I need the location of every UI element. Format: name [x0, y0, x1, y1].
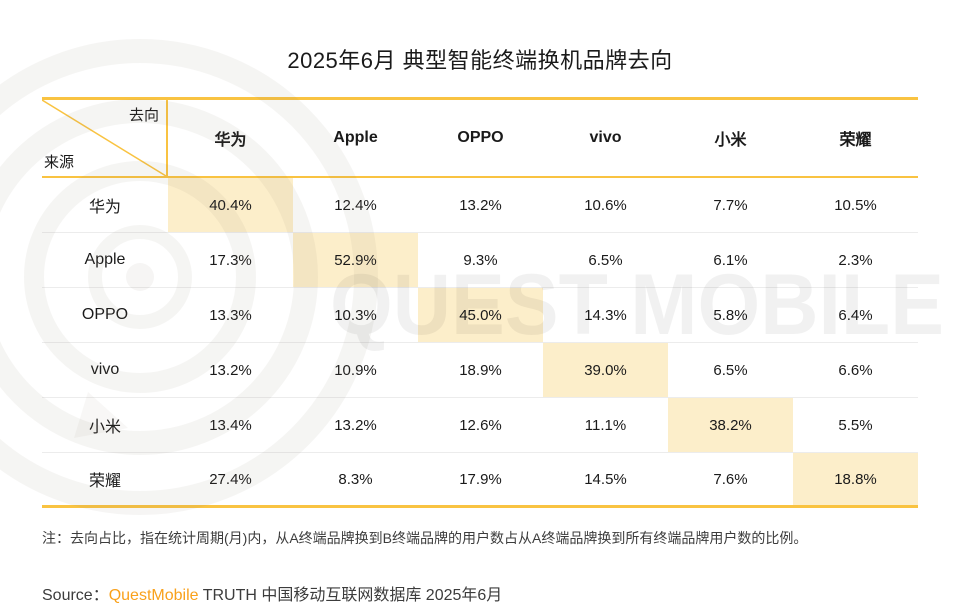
row-label-xiaomi: 小米 — [88, 419, 121, 436]
cell: 5.8% — [713, 306, 748, 324]
cell: 38.2% — [668, 398, 793, 452]
row-label-huawei: 华为 — [88, 199, 121, 216]
source-suffix: TRUTH 中国移动互联网数据库 2025年6月 — [198, 587, 503, 604]
table-row: 荣耀 27.4% 8.3% 17.9% 14.5% 7.6% 18.8% — [42, 453, 918, 508]
brand-switch-table: 去向 来源 华为 Apple OPPO vivo 小米 荣耀 华为 40.4% … — [42, 97, 918, 508]
corner-axis-cell: 去向 来源 — [42, 100, 168, 176]
cell: 2.3% — [838, 251, 873, 269]
col-axis-label: 去向 — [128, 107, 159, 124]
cell: 40.4% — [168, 178, 293, 232]
row-label-honor: 荣耀 — [88, 473, 121, 490]
cell: 6.1% — [713, 251, 748, 269]
cell: 6.6% — [838, 361, 873, 379]
table-row: OPPO 13.3% 10.3% 45.0% 14.3% 5.8% 6.4% — [42, 288, 918, 343]
cell: 13.2% — [209, 361, 252, 379]
cell: 13.4% — [209, 416, 252, 434]
cell: 10.6% — [584, 196, 627, 214]
cell: 6.5% — [588, 251, 623, 269]
cell: 39.0% — [543, 343, 668, 397]
cell: 13.3% — [209, 306, 252, 324]
cell: 10.5% — [834, 196, 877, 214]
table-row: Apple 17.3% 52.9% 9.3% 6.5% 6.1% 2.3% — [42, 233, 918, 288]
cell: 14.5% — [584, 470, 627, 488]
footnote: 注：去向占比，指在统计周期(月)内，从A终端品牌换到B终端品牌的用户数占从A终端… — [42, 530, 808, 546]
col-header-apple: Apple — [333, 129, 378, 146]
cell: 12.4% — [334, 196, 377, 214]
cell: 7.6% — [713, 470, 748, 488]
col-header-honor: 荣耀 — [839, 132, 872, 149]
col-header-xiaomi: 小米 — [714, 132, 747, 149]
cell: 18.8% — [793, 453, 918, 505]
cell: 13.2% — [334, 416, 377, 434]
source-prefix: Source： — [42, 587, 109, 604]
cell: 45.0% — [418, 288, 543, 342]
cell: 12.6% — [459, 416, 502, 434]
cell: 6.4% — [838, 306, 873, 324]
row-axis-label: 来源 — [44, 154, 75, 171]
cell: 27.4% — [209, 470, 252, 488]
col-header-oppo: OPPO — [457, 129, 504, 146]
cell: 6.5% — [713, 361, 748, 379]
cell: 9.3% — [463, 251, 498, 269]
cell: 8.3% — [338, 470, 373, 488]
row-label-vivo: vivo — [90, 361, 120, 378]
source-line: Source：QuestMobile TRUTH 中国移动互联网数据库 2025… — [42, 581, 502, 605]
cell: 5.5% — [838, 416, 873, 434]
cell: 10.9% — [334, 361, 377, 379]
cell: 17.3% — [209, 251, 252, 269]
table-row: vivo 13.2% 10.9% 18.9% 39.0% 6.5% 6.6% — [42, 343, 918, 398]
source-brand: QuestMobile — [108, 587, 199, 604]
cell: 52.9% — [293, 233, 418, 287]
table-row: 华为 40.4% 12.4% 13.2% 10.6% 7.7% 10.5% — [42, 178, 918, 233]
cell: 17.9% — [459, 470, 502, 488]
cell: 10.3% — [334, 306, 377, 324]
table-row: 小米 13.4% 13.2% 12.6% 11.1% 38.2% 5.5% — [42, 398, 918, 453]
table-header-row: 去向 来源 华为 Apple OPPO vivo 小米 荣耀 — [42, 97, 918, 178]
cell: 14.3% — [584, 306, 627, 324]
cell: 11.1% — [584, 416, 627, 434]
diagonal-divider — [42, 100, 166, 176]
page-title: 2025年6月 典型智能终端换机品牌去向 — [287, 48, 673, 73]
cell: 13.2% — [459, 196, 502, 214]
row-label-oppo: OPPO — [81, 306, 129, 323]
col-header-huawei: 华为 — [214, 132, 247, 149]
col-header-vivo: vivo — [589, 129, 622, 146]
cell: 7.7% — [713, 196, 748, 214]
row-label-apple: Apple — [84, 251, 126, 268]
cell: 18.9% — [459, 361, 502, 379]
